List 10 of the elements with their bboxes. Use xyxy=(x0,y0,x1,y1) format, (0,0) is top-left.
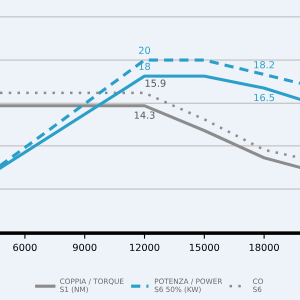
data-label: 16.5 xyxy=(254,94,274,102)
data-label: 20 xyxy=(139,46,150,54)
data-label: 14.3 xyxy=(134,111,155,119)
x-tick-label: 18000 xyxy=(250,244,279,252)
data-label: 18.2 xyxy=(254,61,274,68)
x-tick-label: 15000 xyxy=(190,244,220,252)
x-tick-label: 9000 xyxy=(72,244,96,252)
x-tick-label: 6000 xyxy=(13,244,37,252)
data-label: 15.9 xyxy=(146,80,166,87)
x-tick-label: 12000 xyxy=(130,244,160,252)
